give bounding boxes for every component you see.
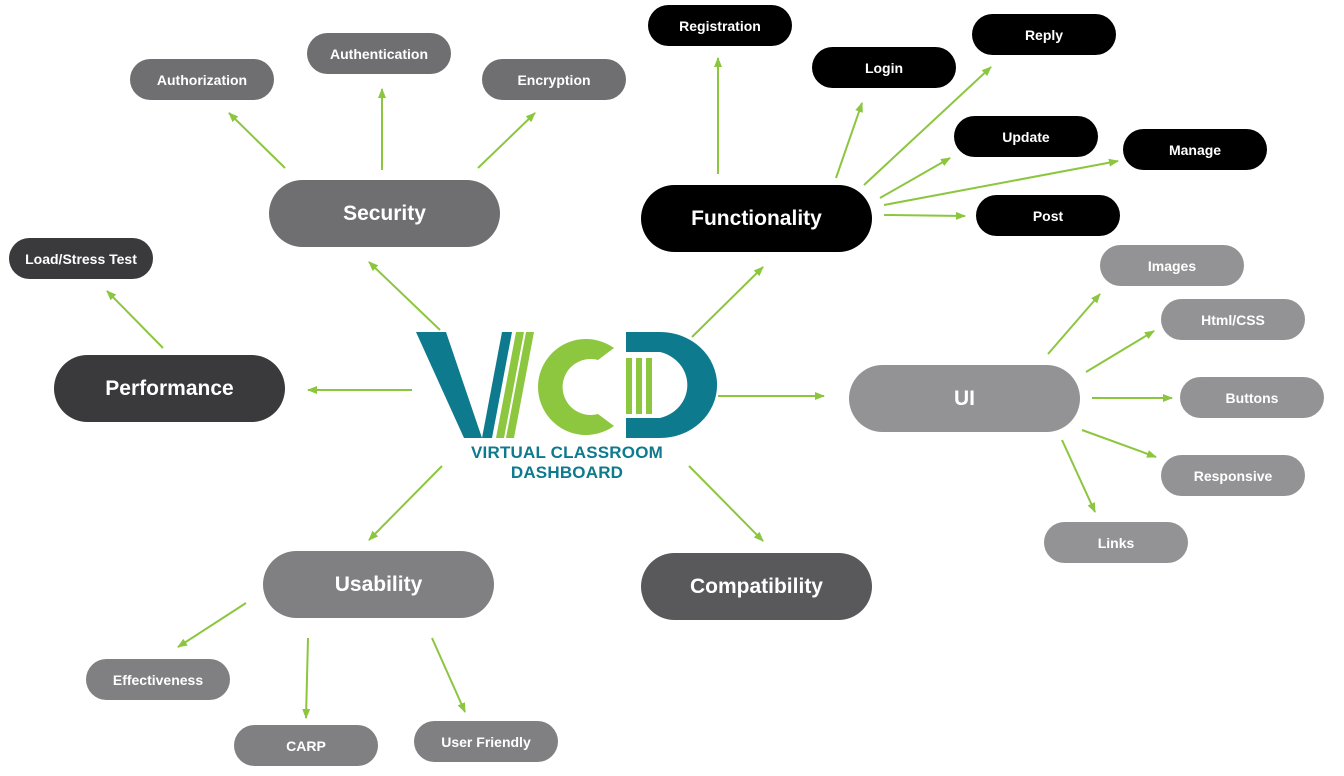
edge-center-to-usability	[368, 465, 443, 541]
edge-functionality-to-update	[879, 157, 951, 199]
edge-performance-to-load-stress-test	[106, 290, 164, 349]
logo-d-stripe-3	[646, 358, 652, 414]
security-node[interactable]: Security	[269, 180, 500, 247]
registration-node[interactable]: Registration	[648, 5, 792, 46]
edge-center-to-compatibility	[688, 465, 764, 542]
authorization-node[interactable]: Authorization	[130, 59, 274, 100]
logo-v-left-stroke	[416, 332, 482, 438]
edge-ui-to-images	[1047, 293, 1101, 355]
edge-security-to-encryption	[477, 112, 536, 169]
logo-c	[538, 339, 614, 435]
edge-security-to-authorization	[228, 112, 286, 169]
compatibility-node[interactable]: Compatibility	[641, 553, 872, 620]
usability-node[interactable]: Usability	[263, 551, 494, 618]
functionality-node[interactable]: Functionality	[641, 185, 872, 252]
carp-node[interactable]: CARP	[234, 725, 378, 766]
logo-caption: VIRTUAL CLASSROOM DASHBOARD	[471, 443, 663, 482]
logo-v-stripe-1	[482, 332, 512, 438]
post-node[interactable]: Post	[976, 195, 1120, 236]
html-css-node[interactable]: Html/CSS	[1161, 299, 1305, 340]
edge-ui-to-html-css	[1085, 330, 1155, 373]
links-node[interactable]: Links	[1044, 522, 1188, 563]
logo-v-stripe-3	[506, 332, 534, 438]
edge-functionality-to-post	[883, 211, 966, 220]
edge-usability-to-effectiveness	[177, 602, 247, 648]
edge-ui-to-responsive	[1081, 429, 1157, 458]
manage-node[interactable]: Manage	[1123, 129, 1267, 170]
images-node[interactable]: Images	[1100, 245, 1244, 286]
edge-ui-to-links	[1061, 439, 1096, 513]
edge-usability-to-carp	[302, 637, 311, 719]
logo-d-stripe-2	[636, 358, 642, 414]
responsive-node[interactable]: Responsive	[1161, 455, 1305, 496]
edge-functionality-to-reply	[863, 66, 992, 186]
load-stress-test-node[interactable]: Load/Stress Test	[9, 238, 153, 279]
logo-d-bowl	[626, 332, 718, 438]
logo-text: VCD	[414, 326, 416, 327]
logo-v-stripe-2	[496, 332, 524, 438]
reply-node[interactable]: Reply	[972, 14, 1116, 55]
edge-functionality-to-manage	[883, 158, 1119, 206]
edge-usability-to-user-friendly	[431, 637, 466, 713]
logo-d-stripe-1	[626, 358, 632, 414]
encryption-node[interactable]: Encryption	[482, 59, 626, 100]
user-friendly-node[interactable]: User Friendly	[414, 721, 558, 762]
ui-node[interactable]: UI	[849, 365, 1080, 432]
update-node[interactable]: Update	[954, 116, 1098, 157]
vcd-logo: VCD	[414, 326, 718, 438]
effectiveness-node[interactable]: Effectiveness	[86, 659, 230, 700]
edge-center-to-functionality	[691, 266, 764, 338]
performance-node[interactable]: Performance	[54, 355, 285, 422]
login-node[interactable]: Login	[812, 47, 956, 88]
authentication-node[interactable]: Authentication	[307, 33, 451, 74]
buttons-node[interactable]: Buttons	[1180, 377, 1324, 418]
edge-center-to-security	[368, 261, 441, 331]
edge-functionality-to-login	[835, 102, 863, 179]
